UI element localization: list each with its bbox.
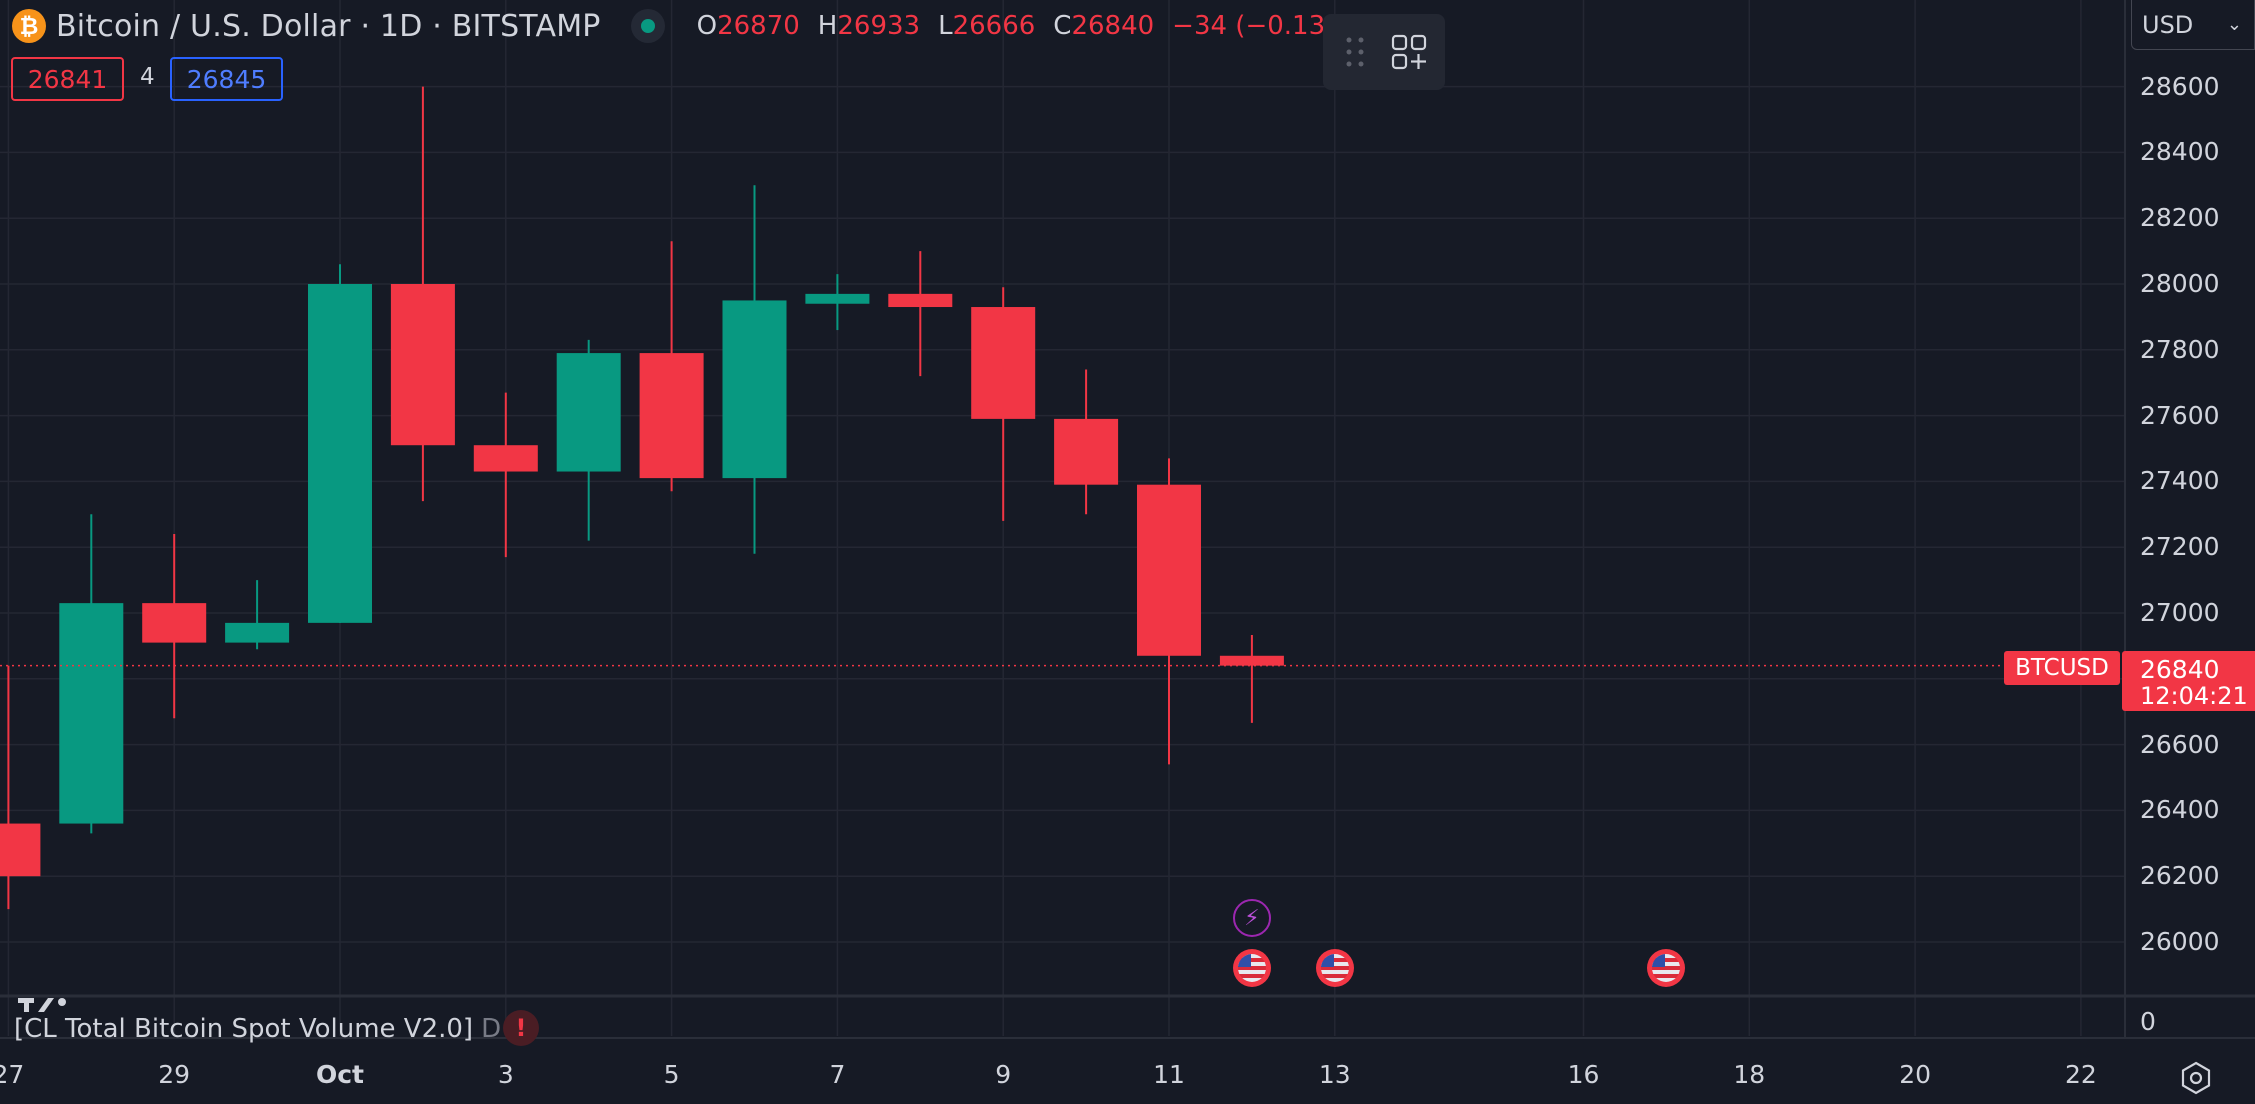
symbol-title[interactable]: Bitcoin / U.S. Dollar · 1D · BITSTAMP — [56, 8, 601, 44]
price-axis-label: 27600 — [2140, 400, 2220, 430]
price-axis-label: 26600 — [2140, 729, 2220, 759]
candle-body[interactable] — [805, 293, 870, 304]
candle — [59, 514, 124, 834]
price-axis-label: 27000 — [2140, 598, 2220, 627]
bar-countdown: 12:04:21 — [2140, 682, 2248, 710]
spread-value: 4 — [140, 64, 155, 90]
candle — [1219, 635, 1284, 723]
candle-body[interactable] — [1219, 655, 1284, 666]
candle-body[interactable] — [556, 353, 621, 472]
price-axis-label: 28400 — [2140, 137, 2220, 167]
candle-body[interactable] — [888, 293, 953, 308]
low-value: 26666 — [952, 11, 1036, 41]
indicator-axis-label: 0 — [2140, 1007, 2156, 1036]
close-key: C — [1053, 11, 1072, 41]
price-axis-label: 26000 — [2140, 927, 2220, 956]
time-axis-label: 5 — [663, 1060, 680, 1089]
candle-body[interactable] — [0, 823, 41, 877]
candle — [1054, 369, 1119, 515]
time-axis-label: 9 — [995, 1060, 1012, 1089]
price-axis-label: 26400 — [2140, 795, 2220, 825]
candle-body[interactable] — [473, 445, 538, 472]
candle-body[interactable] — [308, 284, 372, 623]
indicator-legend[interactable]: [CL Total Bitcoin Spot Volume V2.0] D — [14, 1014, 501, 1044]
flag-icon — [1320, 954, 1349, 982]
us-flag-event-icon[interactable] — [1232, 949, 1271, 987]
candle — [1137, 458, 1201, 765]
candle — [142, 534, 207, 719]
floating-toolbar — [1323, 14, 1445, 90]
open-key: O — [696, 11, 718, 41]
lightning-event-icon[interactable]: ⚡ — [1232, 899, 1271, 937]
candle-body[interactable] — [1137, 484, 1201, 656]
close-value: 26840 — [1071, 11, 1155, 41]
indicator-title: [CL Total Bitcoin Spot Volume V2.0] — [14, 1014, 474, 1044]
time-axis-label: 16 — [1567, 1060, 1600, 1089]
settings-icon[interactable] — [2178, 1060, 2214, 1096]
candle-body[interactable] — [142, 603, 207, 643]
time-axis-label: 27 — [0, 1060, 25, 1089]
candle — [888, 251, 953, 377]
candle — [390, 86, 455, 502]
drag-handle-icon[interactable] — [1343, 36, 1367, 68]
price-axis-label: 27400 — [2140, 466, 2220, 496]
candle-body[interactable] — [722, 300, 787, 479]
time-axis-label: 29 — [158, 1060, 191, 1089]
time-axis-label: 13 — [1318, 1060, 1351, 1089]
candle-body[interactable] — [1054, 418, 1119, 485]
candle — [225, 580, 290, 650]
time-axis-label: 11 — [1153, 1060, 1185, 1089]
flag-icon — [1237, 954, 1266, 982]
candle-body[interactable] — [639, 353, 704, 479]
price-axis-label: 28600 — [2140, 71, 2220, 101]
add-layout-icon[interactable] — [1391, 34, 1427, 70]
candle — [556, 339, 621, 541]
low-key: L — [938, 11, 953, 41]
price-axis-label: 27200 — [2140, 532, 2220, 562]
time-axis-label: 18 — [1733, 1060, 1766, 1089]
flag-icon — [1652, 954, 1681, 982]
indicator-error-icon[interactable]: ! — [503, 1010, 539, 1046]
us-flag-event-icon[interactable] — [1315, 949, 1354, 987]
chevron-down-icon: ⌄ — [2226, 14, 2242, 35]
buy-price-button[interactable]: 26845 — [170, 57, 283, 101]
candle-body[interactable] — [59, 603, 124, 824]
symbol-price-tag: BTCUSD — [2004, 651, 2120, 685]
price-axis-label: 28000 — [2140, 269, 2220, 298]
indicator-timeframe: D — [481, 1014, 502, 1044]
time-axis-label: 7 — [829, 1060, 846, 1089]
bitcoin-icon: ₿ — [12, 9, 46, 43]
price-axis-label: 26200 — [2140, 861, 2220, 891]
price-axis-label: 27800 — [2140, 334, 2220, 364]
candle-body[interactable] — [225, 622, 290, 643]
candle-body[interactable] — [971, 307, 1036, 419]
candle — [473, 392, 538, 558]
time-axis-label: 22 — [2064, 1060, 2097, 1089]
candle — [308, 264, 372, 623]
sell-price-button[interactable]: 26841 — [11, 57, 124, 101]
time-axis-label: 3 — [497, 1060, 514, 1089]
candle — [639, 241, 704, 492]
market-status-icon[interactable] — [630, 9, 665, 43]
candle — [805, 274, 870, 331]
last-price-tag: 26840 12:04:21 — [2122, 651, 2255, 711]
currency-select[interactable]: USD ⌄ — [2131, 0, 2255, 50]
currency-value: USD — [2142, 10, 2194, 39]
candle — [971, 287, 1036, 521]
symbol-legend: ₿ Bitcoin / U.S. Dollar · 1D · BITSTAMP … — [12, 6, 1360, 46]
high-value: 26933 — [837, 11, 921, 41]
price-axis-label: 28200 — [2140, 203, 2220, 233]
last-price-value: 26840 — [2140, 655, 2220, 684]
candle — [0, 665, 41, 910]
time-axis-label: 20 — [1899, 1060, 1931, 1089]
us-flag-event-icon[interactable] — [1647, 949, 1686, 987]
tradingview-logo-icon — [18, 998, 66, 1012]
high-key: H — [817, 11, 838, 41]
candle — [722, 185, 787, 554]
candle-body[interactable] — [390, 284, 455, 446]
open-value: 26870 — [717, 11, 800, 41]
time-axis-label: Oct — [315, 1060, 365, 1089]
